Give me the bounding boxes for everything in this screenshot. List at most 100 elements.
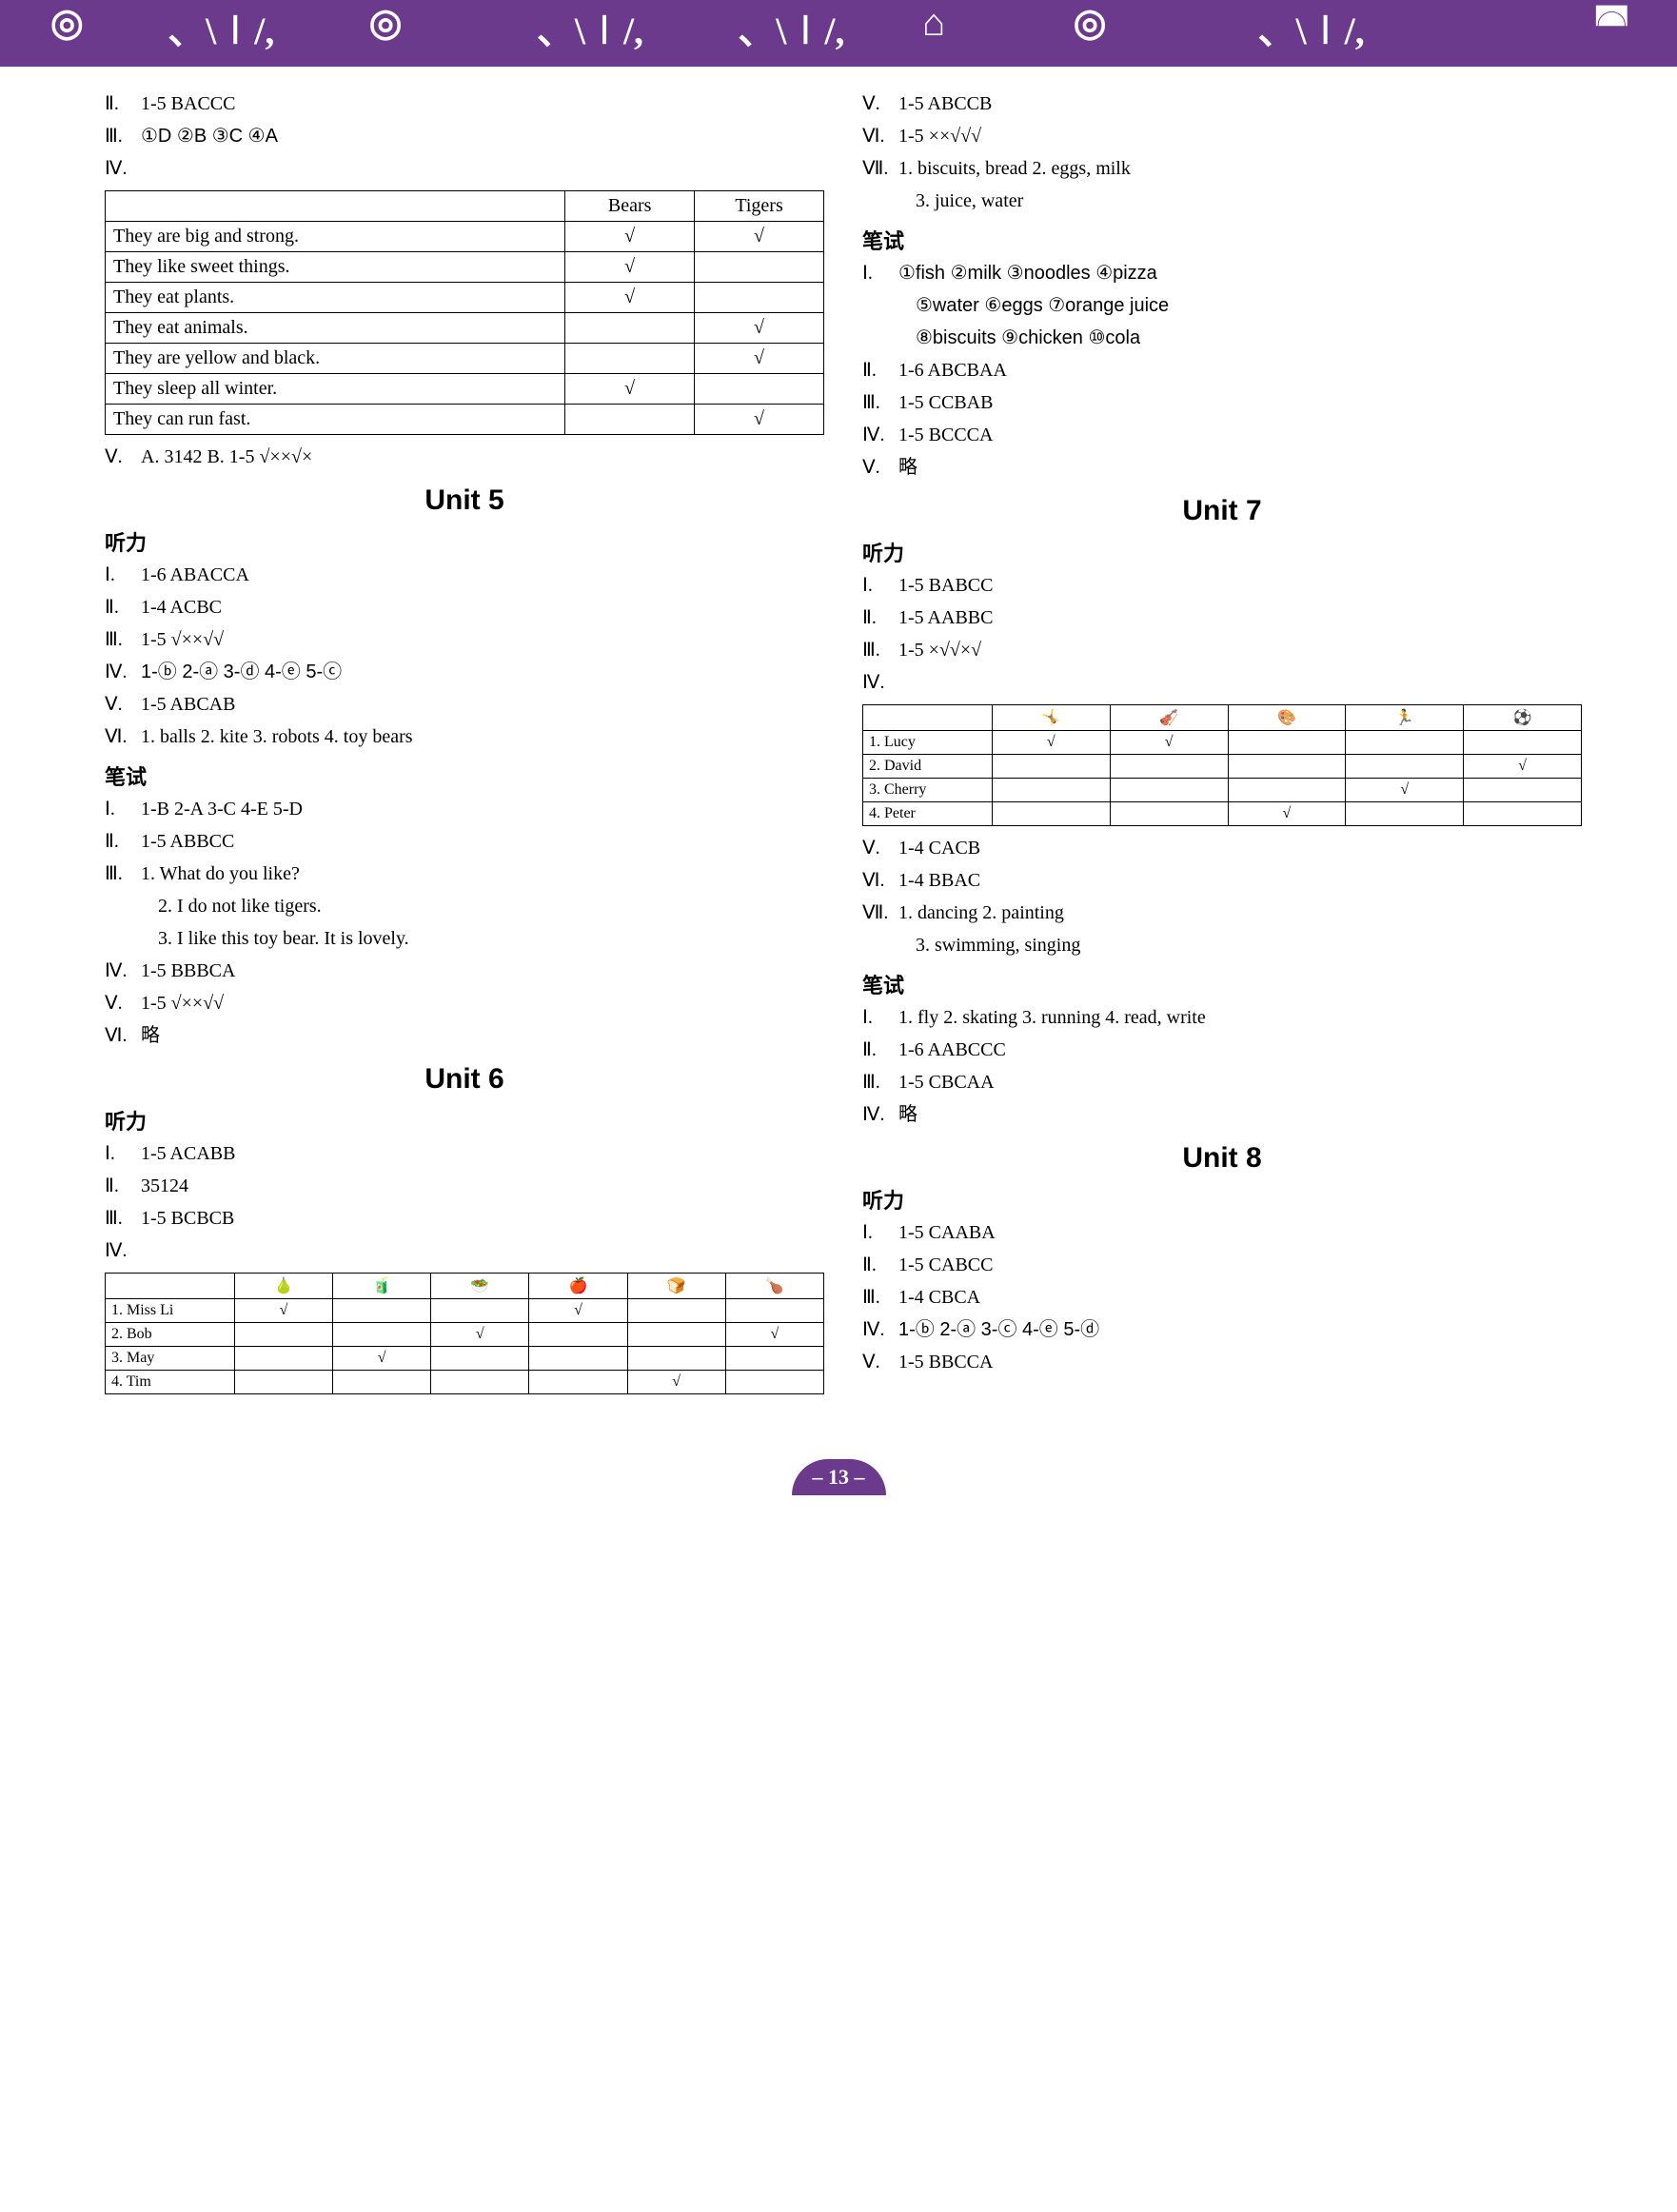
cell: √ <box>234 1299 332 1323</box>
table-row: They are big and strong.√√ <box>106 222 824 252</box>
roman-numeral: Ⅶ. <box>862 154 898 183</box>
row-label: 2. David <box>863 755 993 779</box>
cell <box>234 1371 332 1394</box>
roman-numeral: Ⅲ. <box>105 122 141 150</box>
answer-text: 35124 <box>141 1175 188 1196</box>
cell <box>725 1299 823 1323</box>
answer-text: 1-6 AABCCC <box>898 1039 1006 1060</box>
cell: √ <box>1346 779 1464 802</box>
roman-numeral: Ⅳ. <box>105 658 141 686</box>
answer-text: 略 <box>898 1104 917 1125</box>
roman-numeral: Ⅴ. <box>105 443 141 471</box>
cell <box>1228 731 1346 755</box>
row-label: They can run fast. <box>106 405 565 435</box>
cell <box>529 1323 627 1347</box>
cell: √ <box>333 1347 431 1371</box>
roman-numeral: Ⅴ. <box>105 690 141 719</box>
roman-numeral: Ⅴ. <box>862 453 898 482</box>
roman-numeral: Ⅰ. <box>862 1218 898 1247</box>
activity-icon: 🎨 <box>1228 705 1346 731</box>
answer-line: Ⅱ.1-6 ABCBAA <box>862 356 1582 385</box>
answer-text: 1-5 ××√√√ <box>898 126 981 147</box>
answer-text: 1-4 CBCA <box>898 1287 980 1308</box>
cell <box>529 1371 627 1394</box>
answer-line: 3. I like this toy bear. It is lovely. <box>105 924 824 953</box>
cell <box>333 1371 431 1394</box>
cell <box>725 1371 823 1394</box>
answer-line: Ⅱ.1-5 AABBC <box>862 603 1582 632</box>
banner-glyph: 、\∣/, <box>537 0 643 55</box>
answer-line: Ⅵ.1-5 ××√√√ <box>862 122 1582 150</box>
answer-text: 1-5 ABCAB <box>141 694 235 715</box>
roman-numeral: Ⅳ. <box>105 957 141 985</box>
cell: √ <box>695 222 824 252</box>
answer-line: Ⅶ.1. dancing 2. painting <box>862 899 1582 927</box>
answer-line: Ⅳ.1-5 BCCCA <box>862 421 1582 449</box>
answer-line: 2. I do not like tigers. <box>105 892 824 920</box>
roman-numeral: Ⅰ. <box>862 571 898 600</box>
answer-text: 1-5 CAABA <box>898 1222 996 1243</box>
cell: √ <box>992 731 1110 755</box>
banner-glyph: ◎ <box>1074 0 1107 45</box>
cell: √ <box>431 1323 529 1347</box>
roman-numeral: Ⅱ. <box>105 89 141 118</box>
table-header: Tigers <box>695 191 824 222</box>
answer-text: 1-4 ACBC <box>141 597 222 618</box>
roman-numeral: Ⅱ. <box>862 1036 898 1064</box>
roman-numeral: Ⅶ. <box>862 899 898 927</box>
banner-glyph: ⌂ <box>922 0 945 45</box>
row-label: They sleep all winter. <box>106 374 565 405</box>
answer-line: Ⅳ.1-ⓑ 2-ⓐ 3-ⓓ 4-ⓔ 5-ⓒ <box>105 658 824 686</box>
roman-numeral: Ⅱ. <box>862 356 898 385</box>
row-label: 3. Cherry <box>863 779 993 802</box>
answer-line: ⑧biscuits ⑨chicken ⑩cola <box>862 324 1582 352</box>
answer-line: Ⅰ.1-5 CAABA <box>862 1218 1582 1247</box>
table-row: They eat animals.√ <box>106 313 824 344</box>
answer-line: Ⅶ.1. biscuits, bread 2. eggs, milk <box>862 154 1582 183</box>
answer-text: 1-5 BACCC <box>141 93 235 114</box>
table-header-row: 🍐 🧃 🥗 🍎 🍞 🍗 <box>106 1274 824 1299</box>
answer-text: 略 <box>898 457 917 478</box>
answer-line: Ⅲ.1-5 CCBAB <box>862 388 1582 417</box>
answer-text: 1-5 BCCCA <box>898 425 993 445</box>
answer-text: 1-ⓑ 2-ⓐ 3-ⓓ 4-ⓔ 5-ⓒ <box>141 662 342 682</box>
page-number-badge: – 13 – <box>792 1459 886 1495</box>
answer-line: Ⅲ.1-5 ×√√×√ <box>862 636 1582 664</box>
table-row: They like sweet things.√ <box>106 252 824 283</box>
unit8-title: Unit 8 <box>862 1142 1582 1175</box>
roman-numeral: Ⅵ. <box>862 866 898 895</box>
answer-line: Ⅲ.1-5 BCBCB <box>105 1204 824 1233</box>
table-header <box>863 705 993 731</box>
answer-line: Ⅳ.1-5 BBBCA <box>105 957 824 985</box>
table-row: 1. Miss Li√√ <box>106 1299 824 1323</box>
answer-line: Ⅱ.1-5 BACCC <box>105 89 824 118</box>
page-content: Ⅱ.1-5 BACCC Ⅲ.①D ②B ③C ④A Ⅳ. Bears Tiger… <box>0 67 1677 1440</box>
roman-numeral: Ⅲ. <box>862 636 898 664</box>
roman-numeral: Ⅴ. <box>862 834 898 862</box>
cell <box>695 374 824 405</box>
answer-text: 1-5 CBCAA <box>898 1072 995 1093</box>
roman-numeral: Ⅳ. <box>105 154 141 183</box>
answer-text: 1-5 CABCC <box>898 1254 993 1275</box>
cell <box>1110 802 1228 826</box>
answer-text: 1-4 BBAC <box>898 870 980 891</box>
banner-glyph: 、\∣/, <box>738 0 844 55</box>
cell <box>695 252 824 283</box>
listening-title: 听力 <box>105 1105 824 1136</box>
answer-text: 1-ⓑ 2-ⓐ 3-ⓒ 4-ⓔ 5-ⓓ <box>898 1319 1099 1340</box>
answer-text: 1-5 ABCCB <box>898 93 992 114</box>
cell <box>992 779 1110 802</box>
roman-numeral: Ⅲ. <box>862 1283 898 1312</box>
cell <box>431 1371 529 1394</box>
cell <box>695 283 824 313</box>
activity-table: 🤸 🎻 🎨 🏃 ⚽ 1. Lucy√√ 2. David√ 3. Cherry√… <box>862 704 1582 826</box>
cell: √ <box>627 1371 725 1394</box>
row-label: 1. Miss Li <box>106 1299 235 1323</box>
roman-numeral: Ⅰ. <box>862 259 898 287</box>
roman-numeral: Ⅰ. <box>105 1139 141 1168</box>
roman-numeral: Ⅰ. <box>105 795 141 823</box>
table-header <box>106 191 565 222</box>
cell <box>1346 802 1464 826</box>
row-label: 3. May <box>106 1347 235 1371</box>
answer-line: Ⅲ.1. What do you like? <box>105 859 824 888</box>
